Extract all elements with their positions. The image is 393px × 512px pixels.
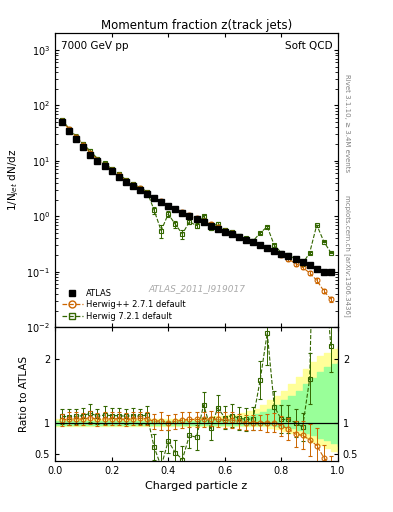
Legend: ATLAS, Herwig++ 2.7.1 default, Herwig 7.2.1 default: ATLAS, Herwig++ 2.7.1 default, Herwig 7.… <box>58 285 189 324</box>
X-axis label: Charged particle z: Charged particle z <box>145 481 248 491</box>
Text: 7000 GeV pp: 7000 GeV pp <box>61 40 128 51</box>
Y-axis label: 1/N$_{jet}$ dN/dz: 1/N$_{jet}$ dN/dz <box>6 149 21 211</box>
Text: mcplots.cern.ch [arXiv:1306.3436]: mcplots.cern.ch [arXiv:1306.3436] <box>344 195 351 317</box>
Y-axis label: Ratio to ATLAS: Ratio to ATLAS <box>19 356 29 432</box>
Title: Momentum fraction z(track jets): Momentum fraction z(track jets) <box>101 19 292 32</box>
Text: ATLAS_2011_I919017: ATLAS_2011_I919017 <box>148 285 245 293</box>
Text: Soft QCD: Soft QCD <box>285 40 332 51</box>
Text: Rivet 3.1.10, ≥ 3.4M events: Rivet 3.1.10, ≥ 3.4M events <box>344 74 350 172</box>
